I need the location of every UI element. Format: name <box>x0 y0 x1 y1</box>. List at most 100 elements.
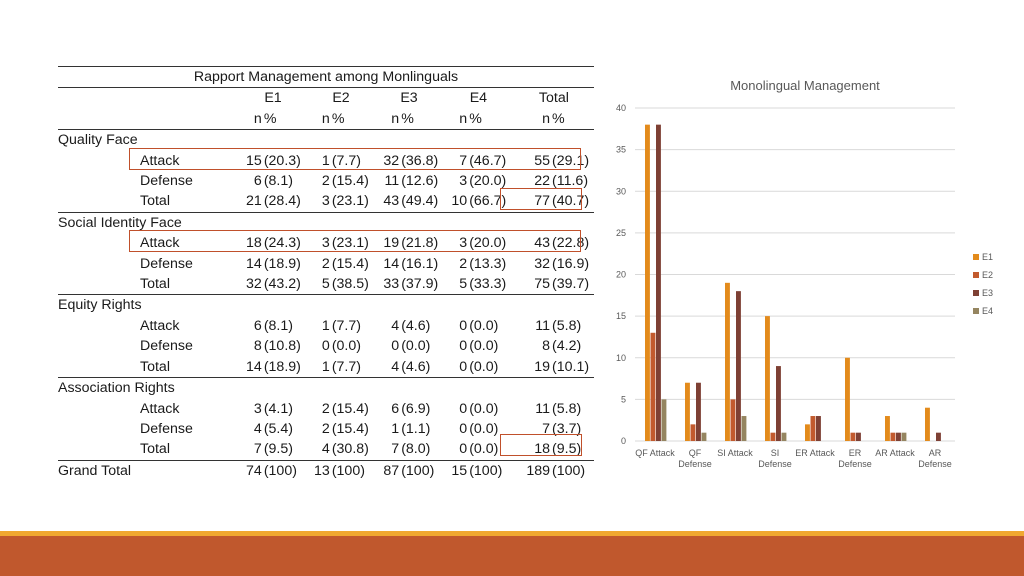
grand-total-n: 74 <box>246 462 262 479</box>
grand-total-pct: (100) <box>331 462 365 479</box>
cell-pct: (4.6) <box>401 356 444 379</box>
section-name: Quality Face <box>58 132 138 149</box>
bar-e4-si-attack <box>741 416 747 441</box>
x-tick-label-line: Defense <box>838 459 872 469</box>
section-row: Association Rights <box>58 378 594 399</box>
y-tick-label: 35 <box>616 145 626 155</box>
cell-n: 14 <box>246 255 262 272</box>
cell-pct: (8.1) <box>263 173 293 190</box>
cell-n: 11 <box>535 400 551 417</box>
table-row: Defense 14 (18.9) 2 (15.4) 14 (16.1) 2 (13.3) 32(… <box>58 254 594 274</box>
cell-n: 5 <box>307 274 332 296</box>
x-tick-label-line: AR Attack <box>875 448 915 458</box>
legend-swatch-e1 <box>973 254 979 260</box>
bar-e1-si-defense <box>765 316 770 441</box>
legend-label-e4: E4 <box>982 306 993 316</box>
x-tick-label-line: Defense <box>678 459 712 469</box>
cell-pct: (11.6) <box>552 173 589 190</box>
cell-n: 7 <box>375 439 402 461</box>
cell-pct: (13.3) <box>469 255 507 272</box>
row-label: Total <box>58 439 240 461</box>
table-row: Defense 4 (5.4) 2 (15.4) 1 (1.1) 0 (0.0) 7 (3.7) <box>58 419 594 439</box>
y-tick-label: 30 <box>616 186 626 196</box>
table-row: Total 14 (18.9) 1 (7.7) 4 (4.6) 0 (0.0) 19 (10.1) <box>58 356 594 379</box>
cell-pct: (15.4) <box>331 255 369 272</box>
grand-total-pct: (100) <box>552 462 586 479</box>
row-label: Attack <box>140 235 180 252</box>
cell-pct: (0.0) <box>401 338 431 355</box>
bar-e3-er-defense <box>856 432 861 441</box>
cell-n: 75 <box>513 274 553 296</box>
bar-e1-ar-attack <box>885 416 890 441</box>
cell-n: 18 <box>246 235 262 252</box>
subhead-pct: % <box>552 108 594 131</box>
cell-n: 43 <box>375 191 402 213</box>
cell-pct: (23.1) <box>331 235 369 252</box>
cell-pct: (22.8) <box>552 235 590 252</box>
bar-e4-si-defense <box>781 432 787 441</box>
y-tick-label: 25 <box>616 228 626 238</box>
row-label: Total <box>58 274 240 296</box>
y-tick-label: 0 <box>621 436 626 446</box>
row-label: Total <box>58 191 240 213</box>
cell-pct: (4.2) <box>552 338 582 355</box>
cell-n: 6 <box>253 173 262 190</box>
header-spacer <box>58 87 240 109</box>
group-header-e4: E4 <box>443 87 514 109</box>
cell-n: 3 <box>253 400 262 417</box>
cell-n: 4 <box>391 317 400 334</box>
cell-pct: (7.7) <box>331 317 361 334</box>
grand-total-pct: (100) <box>469 462 503 479</box>
cell-pct: (15.4) <box>331 173 369 190</box>
table-title: Rapport Management among Monlinguals <box>58 65 594 88</box>
cell-n: 3 <box>459 173 468 190</box>
grand-total-pct: (100) <box>263 462 297 479</box>
cell-n: 0 <box>459 317 468 334</box>
cell-pct: (0.0) <box>469 317 499 334</box>
x-tick-label: ER Attack <box>795 448 835 458</box>
x-tick-label: AR Defense <box>918 448 952 469</box>
cell-n: 32 <box>383 152 400 169</box>
bar-e1-ar-defense <box>925 407 930 441</box>
group-header-e2: E2 <box>307 87 376 109</box>
subhead-row: n% n% n% n% n% <box>58 108 594 131</box>
grand-total-row: Grand Total 74 (100) 13 (100) 87 (100) 15 (100) 1… <box>58 460 594 481</box>
bar-e2-er-attack <box>810 416 816 441</box>
subhead-pct: % <box>469 108 514 131</box>
bar-e2-qf-defense <box>690 424 696 441</box>
legend-label-e1: E1 <box>982 252 993 262</box>
cell-pct: (20.3) <box>263 152 301 169</box>
x-tick-label-line: Defense <box>758 459 792 469</box>
cell-pct: (21.8) <box>401 235 439 252</box>
highlight-quality-face-attack <box>129 148 581 170</box>
cell-pct: (0.0) <box>469 400 499 417</box>
monolingual-management-chart: Monolingual Management 0 5 10 15 20 25 30 35 40 QF… <box>616 78 993 469</box>
section-name: Social Identity Face <box>58 214 182 231</box>
grand-total-n: 13 <box>314 462 330 479</box>
bar-e1-er-attack <box>805 424 810 441</box>
cell-n: 32 <box>534 255 551 272</box>
x-tick-label-line: Defense <box>918 459 952 469</box>
cell-n: 11 <box>535 317 551 334</box>
cell-pct: (10.1) <box>552 356 594 379</box>
cell-pct: (5.4) <box>263 420 293 437</box>
x-tick-label-line: ER <box>849 448 862 458</box>
group-header-e3: E3 <box>375 87 444 109</box>
x-tick-label: ER Defense <box>838 448 872 469</box>
cell-n: 1 <box>321 317 330 334</box>
subhead-pct: % <box>401 108 444 131</box>
table-row: Attack 15 (20.3) 1 (7.7) 32 (36.8) 7 (46.7) 55 (29… <box>58 151 594 171</box>
cell-pct: (15.4) <box>331 400 369 417</box>
cell-n: 19 <box>383 235 400 252</box>
legend-swatch-e3 <box>973 290 979 296</box>
grand-total-n: 189 <box>526 462 551 479</box>
cell-pct: (43.2) <box>263 274 308 296</box>
cell-n: 8 <box>542 338 551 355</box>
rapport-table: Rapport Management among Monlinguals E1 E2… <box>58 65 594 481</box>
cell-n: 1 <box>321 152 330 169</box>
cell-pct: (66.7) <box>469 191 514 213</box>
bar-e4-qf-defense <box>701 432 707 441</box>
chart-title: Monolingual Management <box>730 78 880 93</box>
cell-n: 3 <box>321 235 330 252</box>
cell-n: 0 <box>459 400 468 417</box>
